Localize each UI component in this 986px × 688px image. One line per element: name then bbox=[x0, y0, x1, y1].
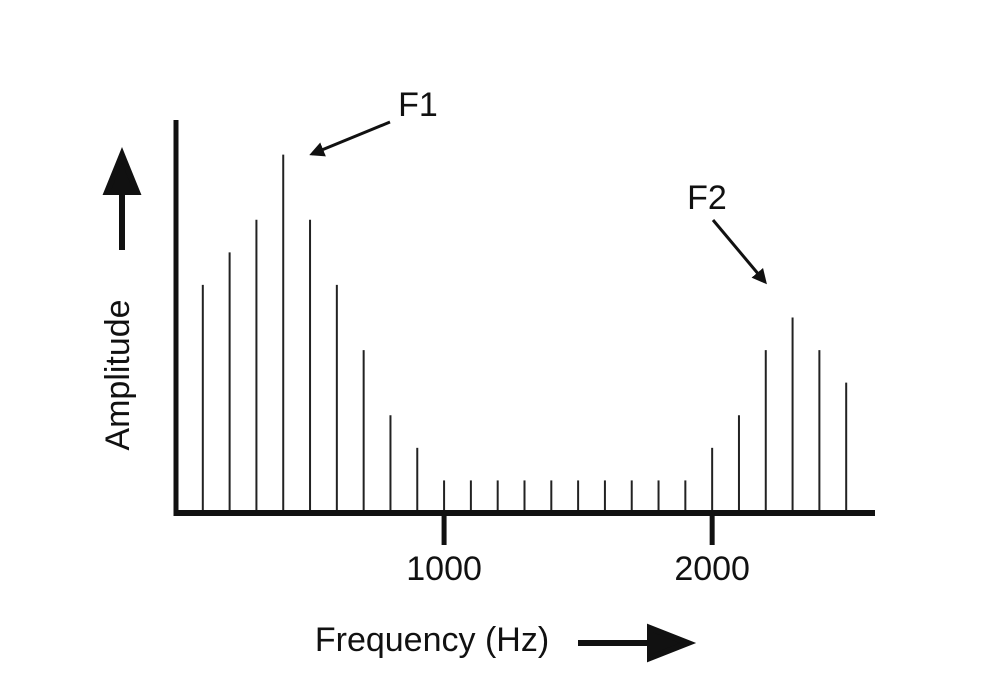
x-arrow bbox=[578, 623, 697, 663]
annotation-arrow bbox=[309, 120, 391, 157]
annotation: F1 bbox=[398, 86, 438, 124]
x-axis-title: Frequency (Hz) bbox=[315, 621, 549, 659]
x-tick-label: 1000 bbox=[406, 550, 482, 588]
x-tick-label: 2000 bbox=[674, 550, 750, 588]
y-axis-title: Amplitude bbox=[99, 299, 137, 450]
annotation-arrow bbox=[711, 219, 767, 285]
annotation: F2 bbox=[687, 179, 727, 217]
y-arrow bbox=[102, 147, 142, 250]
